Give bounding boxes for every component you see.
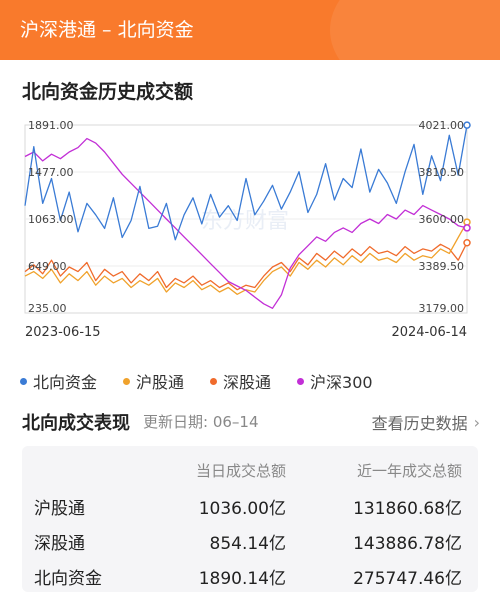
header-decoration bbox=[330, 0, 500, 60]
right-tick-label: 3179.00 bbox=[419, 302, 465, 315]
chart-legend: 北向资金 沪股通 深股通 沪深300 bbox=[20, 370, 490, 392]
x-tick-label: 2023-06-15 bbox=[25, 325, 101, 340]
column-header-year-total: 近一年成交总额 bbox=[356, 462, 462, 480]
row-year-value: 131860.68亿 bbox=[353, 499, 462, 519]
legend-dot-icon bbox=[210, 377, 218, 385]
row-name: 沪股通 bbox=[34, 499, 85, 519]
left-tick-label: 649.00 bbox=[28, 260, 67, 273]
legend-label: 北向资金 bbox=[33, 373, 98, 392]
row-day-value: 1036.00亿 bbox=[198, 499, 286, 519]
left-tick-label: 1063.00 bbox=[28, 213, 74, 226]
right-tick-label: 3389.50 bbox=[419, 260, 465, 273]
update-date: 更新日期: 06–14 bbox=[143, 413, 259, 431]
legend-label: 沪深300 bbox=[310, 373, 373, 392]
series-end-point bbox=[463, 121, 471, 129]
watermark-text: 东方财富 bbox=[201, 209, 289, 234]
page-title: 沪深港通 – 北向资金 bbox=[20, 19, 194, 41]
legend-item-northbound[interactable]: 北向资金 bbox=[20, 370, 97, 392]
series-end-point bbox=[463, 238, 471, 247]
series-line-3 bbox=[24, 137, 468, 309]
view-history-label: 查看历史数据 bbox=[371, 414, 468, 433]
table-header: 当日成交总额 近一年成交总额 bbox=[22, 460, 478, 480]
left-tick-label: 1477.00 bbox=[28, 166, 74, 179]
left-tick-label: 1891.00 bbox=[28, 119, 74, 132]
series-end-point bbox=[463, 224, 471, 232]
series-line-0 bbox=[24, 124, 468, 241]
legend-item-csi300[interactable]: 沪深300 bbox=[297, 370, 373, 392]
table-row: 沪股通 1036.00亿 131860.68亿 bbox=[22, 494, 478, 522]
view-history-link[interactable]: 查看历史数据 › bbox=[372, 410, 480, 434]
legend-dot-icon bbox=[20, 377, 27, 385]
performance-title: 北向成交表现 bbox=[22, 413, 130, 434]
row-year-value: 143886.78亿 bbox=[353, 534, 462, 554]
app-header: 沪深港通 – 北向资金 bbox=[0, 0, 500, 60]
table-row: 深股通 854.14亿 143886.78亿 bbox=[22, 529, 478, 557]
left-tick-label: 235.00 bbox=[28, 302, 67, 315]
row-name: 北向资金 bbox=[34, 569, 102, 589]
right-tick-label: 4021.00 bbox=[419, 119, 465, 132]
legend-item-shanghai-connect[interactable]: 沪股通 bbox=[123, 370, 184, 392]
performance-table: 当日成交总额 近一年成交总额 沪股通 1036.00亿 131860.68亿 深… bbox=[22, 446, 478, 592]
history-chart: 东方财富 1891.00 1477.00 1063.00 649.00 235.00 402… bbox=[24, 119, 471, 340]
row-name: 深股通 bbox=[34, 534, 85, 554]
chart-section-title: 北向资金历史成交额 bbox=[22, 81, 194, 103]
legend-label: 深股通 bbox=[223, 373, 272, 392]
legend-dot-icon bbox=[123, 377, 131, 385]
legend-dot-icon bbox=[297, 377, 305, 385]
series-line-2 bbox=[24, 242, 468, 291]
column-header-day-total: 当日成交总额 bbox=[195, 462, 286, 480]
series-end-point bbox=[463, 218, 471, 226]
right-tick-label: 3810.50 bbox=[419, 166, 465, 179]
chevron-right-icon: › bbox=[473, 412, 480, 432]
legend-label: 沪股通 bbox=[136, 373, 185, 392]
x-tick-label: 2024-06-14 bbox=[391, 325, 467, 340]
row-day-value: 1890.14亿 bbox=[198, 569, 286, 589]
right-tick-label: 3600.00 bbox=[419, 213, 465, 226]
row-year-value: 275747.46亿 bbox=[353, 569, 462, 589]
row-day-value: 854.14亿 bbox=[209, 534, 286, 554]
table-row: 北向资金 1890.14亿 275747.46亿 bbox=[22, 564, 478, 592]
legend-item-shenzhen-connect[interactable]: 深股通 bbox=[210, 370, 271, 392]
